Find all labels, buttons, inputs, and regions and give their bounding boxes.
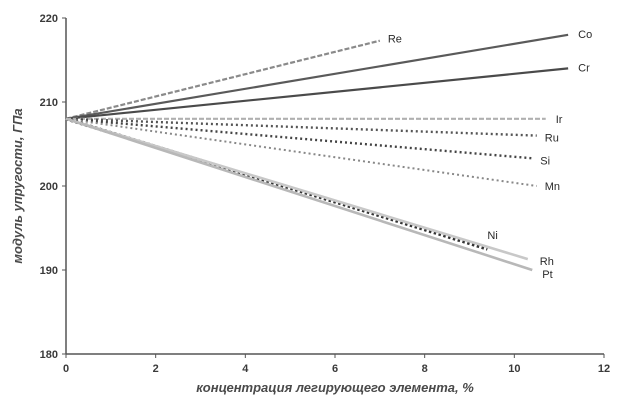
axes bbox=[65, 18, 604, 355]
series-label-rh: Rh bbox=[540, 256, 554, 268]
series-label-cr: Cr bbox=[578, 62, 590, 74]
x-axis-title: концентрация легирующего элемента, % bbox=[196, 380, 474, 395]
y-tick-label: 180 bbox=[40, 349, 58, 361]
y-tick-label: 190 bbox=[40, 265, 58, 277]
x-tick-label: 8 bbox=[422, 363, 428, 375]
series-label-si: Si bbox=[540, 155, 550, 167]
series-line-mn bbox=[65, 117, 537, 187]
y-tick-label: 220 bbox=[40, 13, 58, 25]
series-line-cr bbox=[65, 67, 569, 120]
y-tick-label: 210 bbox=[40, 97, 58, 109]
series-label-ir: Ir bbox=[556, 114, 563, 126]
x-tick-label: 2 bbox=[153, 363, 159, 375]
series-line-co bbox=[65, 33, 569, 120]
x-tick-label: 10 bbox=[508, 363, 520, 375]
ticks: 0 2 4 6 8 10 12 180 190 200 210 220 bbox=[40, 13, 610, 375]
series-lines bbox=[65, 33, 569, 272]
series-label-ru: Ru bbox=[545, 133, 559, 145]
series-line-pt bbox=[65, 117, 533, 272]
series-label-co: Co bbox=[578, 29, 592, 41]
x-tick-label: 4 bbox=[242, 363, 249, 375]
series-label-re: Re bbox=[388, 34, 402, 46]
series-line-re bbox=[65, 39, 381, 120]
x-tick-label: 0 bbox=[63, 363, 69, 375]
x-tick-label: 12 bbox=[598, 363, 610, 375]
y-tick-label: 200 bbox=[40, 181, 58, 193]
y-axis-title: модуль упругости, ГПа bbox=[10, 108, 25, 263]
series-label-ni: Ni bbox=[487, 230, 497, 242]
series-label-mn: Mn bbox=[545, 181, 560, 193]
series-line-rh bbox=[65, 117, 529, 261]
series-label-pt: Pt bbox=[542, 269, 552, 281]
series-line-ru bbox=[65, 117, 537, 137]
x-tick-label: 6 bbox=[332, 363, 338, 375]
